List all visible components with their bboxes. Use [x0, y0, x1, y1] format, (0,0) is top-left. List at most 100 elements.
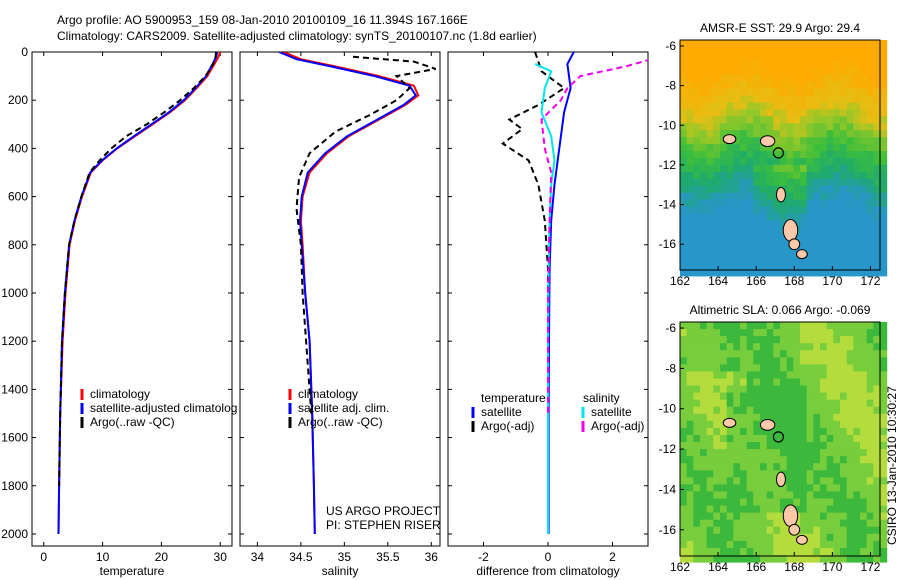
map-cell	[780, 81, 788, 89]
map-cell	[720, 399, 728, 408]
map-cell	[833, 336, 841, 344]
map-cell	[773, 533, 781, 542]
map-cell	[720, 329, 728, 337]
map-cell	[833, 427, 841, 436]
map-cell	[680, 371, 688, 379]
map-cell	[766, 213, 774, 221]
map-cell	[853, 123, 861, 131]
map-cell	[786, 371, 794, 379]
map-cell	[846, 512, 854, 521]
map-cell	[700, 269, 708, 277]
map-cell	[746, 185, 754, 194]
map-cell	[786, 392, 794, 401]
map-cell	[760, 512, 768, 521]
map-cell	[720, 158, 728, 166]
map-cell	[806, 364, 814, 372]
map-cell	[740, 420, 748, 429]
map-cell	[706, 322, 714, 330]
map-cell	[760, 171, 768, 180]
map-cell	[700, 185, 708, 194]
map-cell	[826, 130, 834, 138]
map-cell	[873, 427, 881, 436]
map-cell	[820, 269, 828, 277]
map-cell	[773, 540, 781, 549]
map-cell	[820, 123, 828, 131]
map-cell	[720, 46, 728, 55]
map-cell	[773, 512, 781, 521]
map-cell	[713, 350, 721, 358]
map-cell	[733, 192, 741, 201]
map-cell	[846, 123, 854, 131]
map-cell	[820, 392, 828, 401]
map-cell	[773, 269, 781, 277]
map-cell	[720, 116, 728, 124]
map-cell	[833, 420, 841, 429]
map-cell	[746, 477, 754, 485]
map-cell	[766, 88, 774, 96]
map-cell	[700, 519, 708, 528]
map-cell	[686, 357, 694, 365]
map-cell	[780, 519, 788, 528]
map-cell	[726, 255, 734, 263]
map-cell	[826, 46, 834, 55]
map-cell	[866, 206, 874, 214]
map-cell	[753, 555, 761, 563]
map-cell	[806, 420, 814, 429]
map-cell	[740, 413, 748, 422]
map-cell	[733, 505, 741, 514]
map-cell	[786, 413, 794, 422]
map-cell	[680, 116, 688, 124]
map-cell	[880, 491, 888, 499]
map-cell	[826, 378, 834, 387]
map-cell	[760, 67, 768, 76]
map-cell	[740, 269, 748, 277]
map-cell	[866, 130, 874, 138]
map-cell	[766, 484, 774, 492]
map-cell	[826, 151, 834, 159]
map-cell	[846, 151, 854, 159]
map-cell	[706, 519, 714, 528]
map-cell	[813, 406, 821, 415]
map-cell	[753, 357, 761, 365]
map-cell	[726, 329, 734, 337]
y-tick-label: -6	[665, 321, 676, 335]
x-tick-label: 172	[860, 560, 880, 574]
map-cell	[860, 192, 868, 201]
map-cell	[746, 392, 754, 401]
map-cell	[780, 498, 788, 507]
map-cell	[873, 385, 881, 394]
map-cell	[753, 378, 761, 387]
map-cell	[806, 53, 814, 62]
map-cell	[700, 171, 708, 180]
map-cell	[820, 220, 828, 228]
map-cell	[746, 378, 754, 387]
map-cell	[833, 199, 841, 207]
map-cell	[820, 484, 828, 492]
map-cell	[720, 109, 728, 117]
map-cell	[753, 151, 761, 159]
y-tick-label: 600	[8, 190, 28, 204]
map-cell	[740, 144, 748, 152]
map-cell	[686, 67, 694, 76]
map-cell	[753, 385, 761, 394]
map-cell	[766, 322, 774, 330]
map-cell	[713, 505, 721, 514]
map-cell	[826, 413, 834, 422]
map-cell	[733, 234, 741, 242]
legend-label: satellite-adjusted climatolog	[90, 401, 237, 415]
map-cell	[700, 477, 708, 485]
map-cell	[740, 227, 748, 235]
map-cell	[766, 144, 774, 152]
map-cell	[720, 477, 728, 485]
map-cell	[806, 498, 814, 507]
map-cell	[686, 491, 694, 499]
y-tick-label: 200	[8, 93, 28, 107]
map-cell	[740, 526, 748, 535]
map-cell	[806, 199, 814, 207]
map-cell	[786, 357, 794, 365]
map-cell	[720, 269, 728, 277]
map-cell	[866, 102, 874, 110]
map-cell	[780, 60, 788, 69]
map-cell	[706, 498, 714, 507]
map-cell	[880, 427, 888, 436]
